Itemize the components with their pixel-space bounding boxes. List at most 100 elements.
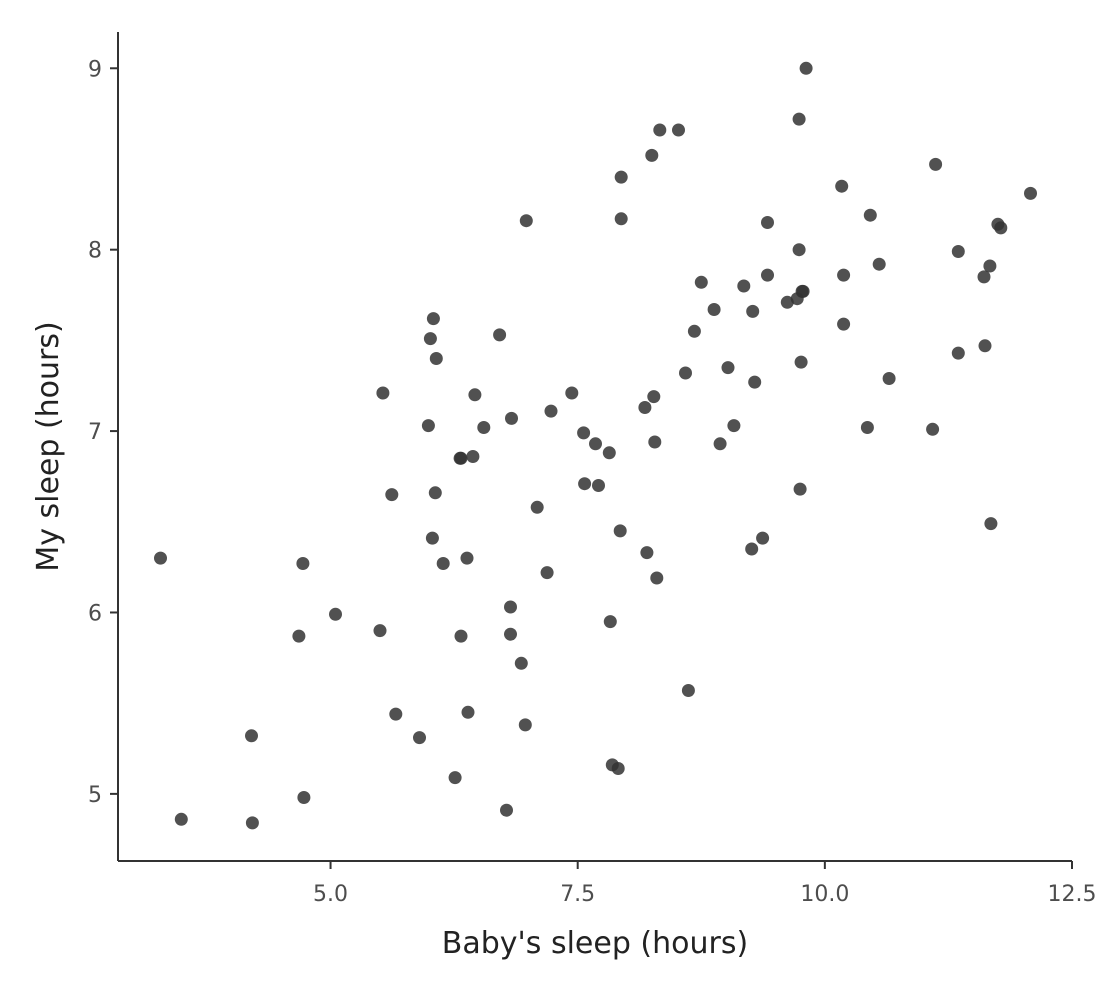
data-point <box>653 123 667 137</box>
data-point <box>863 208 877 222</box>
data-point <box>385 488 399 502</box>
data-point <box>504 627 517 641</box>
data-point <box>977 270 991 284</box>
data-point <box>929 157 943 171</box>
data-point <box>648 435 662 449</box>
data-point <box>329 607 342 621</box>
data-point <box>297 791 311 804</box>
data-point <box>737 279 751 293</box>
data-point <box>421 419 435 433</box>
y-tick-label: 7 <box>88 420 102 445</box>
data-point <box>835 179 849 193</box>
data-point <box>292 629 306 643</box>
data-point <box>681 684 695 697</box>
data-point <box>796 284 810 298</box>
data-point <box>650 571 664 585</box>
data-point <box>647 390 661 404</box>
data-point <box>154 551 167 565</box>
data-point <box>837 317 851 331</box>
data-point <box>423 332 437 346</box>
data-point <box>565 386 579 400</box>
data-point <box>748 375 762 389</box>
data-point <box>860 421 874 434</box>
data-point <box>761 268 774 282</box>
data-point <box>592 479 605 492</box>
data-point <box>429 352 443 365</box>
x-tick-label: 12.5 <box>1048 882 1097 907</box>
data-point <box>505 411 518 425</box>
data-point <box>638 401 652 414</box>
data-point <box>756 531 770 545</box>
data-point <box>792 243 806 257</box>
data-point <box>426 312 440 326</box>
data-point <box>518 718 532 732</box>
data-point <box>614 170 628 184</box>
data-point <box>530 500 544 514</box>
data-point <box>707 303 721 316</box>
y-tick-label: 5 <box>88 783 102 808</box>
data-point <box>540 566 554 580</box>
data-point <box>645 148 659 162</box>
data-point <box>448 771 462 785</box>
data-point <box>477 421 491 434</box>
data-point <box>713 437 727 451</box>
data-point <box>373 624 387 638</box>
data-point <box>611 762 625 775</box>
data-point <box>376 386 390 400</box>
data-point <box>589 437 602 451</box>
y-axis-title: My sleep (hours) <box>31 321 66 571</box>
data-point <box>951 346 965 360</box>
data-point <box>428 486 442 500</box>
data-point <box>602 446 616 460</box>
data-point <box>460 551 474 565</box>
data-point <box>984 517 998 531</box>
data-point <box>500 803 513 817</box>
data-point <box>389 707 403 721</box>
data-point <box>544 404 558 418</box>
y-tick-label: 8 <box>88 239 102 264</box>
data-point <box>245 816 259 830</box>
data-point <box>793 482 807 496</box>
data-point <box>466 450 480 463</box>
data-point <box>679 366 692 380</box>
data-point <box>994 221 1008 235</box>
data-point <box>454 451 468 465</box>
y-tick-label: 6 <box>88 601 102 626</box>
x-axis-title: Baby's sleep (hours) <box>442 926 748 961</box>
data-point <box>577 426 591 440</box>
data-point <box>983 259 997 273</box>
data-point <box>468 388 482 402</box>
data-point <box>578 477 592 491</box>
x-tick-label: 7.5 <box>560 882 595 907</box>
data-point <box>454 629 468 643</box>
data-point <box>882 372 896 385</box>
data-point <box>425 531 439 545</box>
x-tick-label: 10.0 <box>800 882 849 907</box>
data-point <box>687 324 701 338</box>
data-point <box>978 339 992 353</box>
data-point <box>872 257 886 271</box>
y-axis-ticks: 5 6 7 8 9 <box>88 57 118 808</box>
data-point <box>761 216 774 229</box>
data-point <box>296 557 310 570</box>
data-point <box>245 729 258 743</box>
data-point <box>613 524 627 538</box>
data-point <box>493 328 507 342</box>
data-point <box>837 268 851 282</box>
data-point <box>780 295 794 309</box>
data-point <box>792 112 806 126</box>
x-axis-ticks: 5.0 7.5 10.0 12.5 <box>313 861 1096 907</box>
data-point <box>799 61 813 75</box>
points-layer <box>154 61 1037 830</box>
x-tick-label: 5.0 <box>313 882 348 907</box>
data-point <box>461 705 475 719</box>
data-point <box>640 546 654 560</box>
data-point <box>436 557 450 570</box>
data-point <box>614 212 628 226</box>
data-point <box>694 275 708 289</box>
data-point <box>504 600 517 614</box>
data-point <box>721 361 735 375</box>
data-point <box>519 214 533 228</box>
